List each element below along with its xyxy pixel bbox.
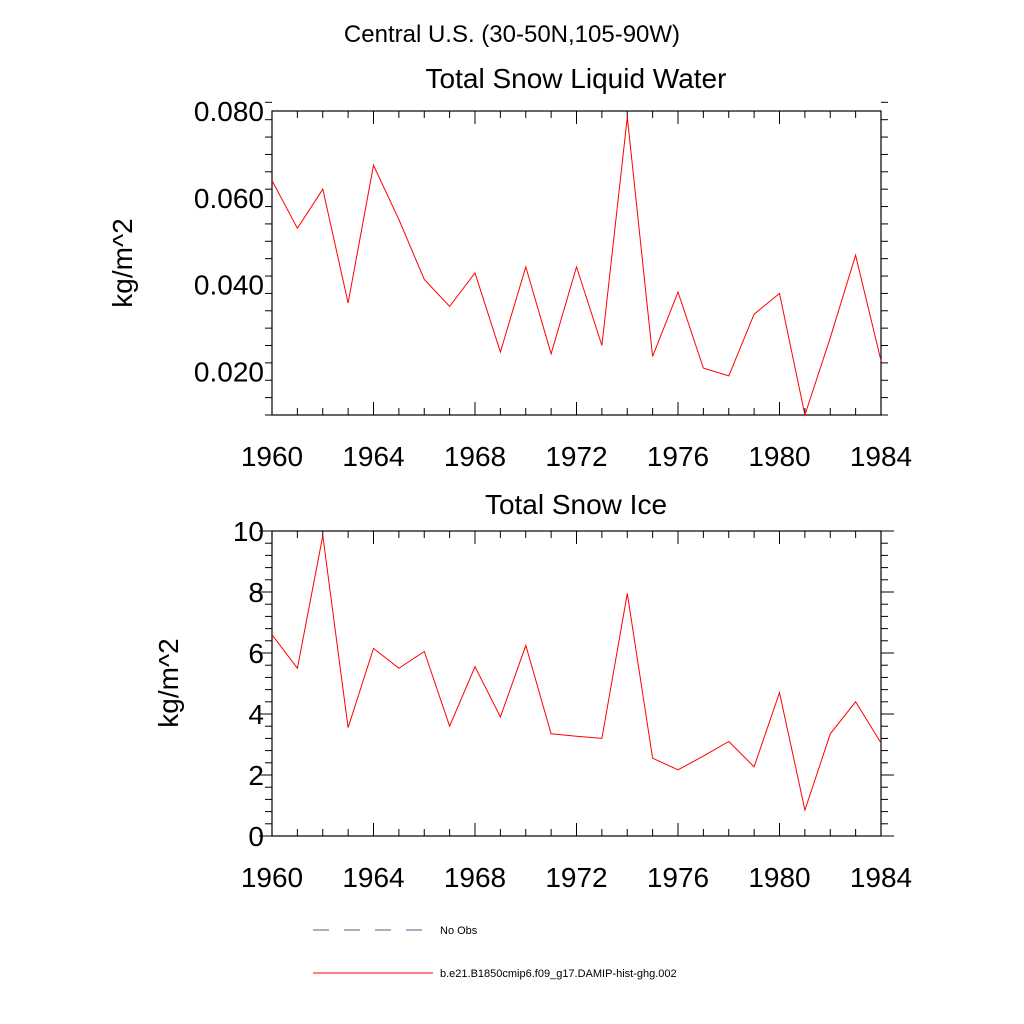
- x-tick-label: 1964: [342, 862, 404, 893]
- panel-snow-liquid-water: Total Snow Liquid Water kg/m^2 1960 1964 1…: [107, 63, 912, 472]
- y-axis-label: kg/m^2: [153, 638, 184, 727]
- x-tick-label: 1976: [647, 441, 709, 472]
- y-axis-label: kg/m^2: [107, 218, 138, 307]
- x-tick-label: 1976: [647, 862, 709, 893]
- y-tick-label: 6: [248, 638, 264, 669]
- series-line: [271, 535, 882, 812]
- figure-suptitle: Central U.S. (30-50N,105-90W): [344, 21, 680, 48]
- x-tick-label: 1964: [342, 441, 404, 472]
- series-line: [271, 117, 882, 417]
- x-tick-label: 1984: [850, 862, 912, 893]
- y-tick-label: 0.060: [194, 183, 264, 214]
- y-tick-label: 10: [233, 516, 264, 547]
- legend-label-model: b.e21.B1850cmip6.f09_g17.DAMIP-hist-ghg.…: [440, 968, 677, 980]
- x-tick-label: 1960: [241, 441, 303, 472]
- x-tick-label: 1980: [748, 862, 810, 893]
- panel-title: Total Snow Liquid Water: [426, 63, 727, 94]
- x-tick-label: 1972: [545, 441, 607, 472]
- plot-frame: [271, 530, 882, 837]
- y-tick-label: 8: [248, 577, 264, 608]
- y-tick-label: 0.040: [194, 270, 264, 301]
- legend: No Obs b.e21.B1850cmip6.f09_g17.DAMIP-hi…: [313, 925, 677, 980]
- y-tick-label: 0: [248, 821, 264, 852]
- x-tick-label: 1968: [444, 441, 506, 472]
- x-tick-label: 1968: [444, 862, 506, 893]
- x-tick-label: 1960: [241, 862, 303, 893]
- y-tick-label: 2: [248, 760, 264, 791]
- x-tick-label: 1972: [545, 862, 607, 893]
- y-tick-label: 0.080: [194, 96, 264, 127]
- panel-snow-ice: Total Snow Ice kg/m^2 1960 1964 1968 1972 19…: [153, 489, 912, 893]
- x-tick-label: 1980: [748, 441, 810, 472]
- x-tick-label: 1984: [850, 441, 912, 472]
- panel-title: Total Snow Ice: [485, 489, 667, 520]
- legend-label-no-obs: No Obs: [440, 925, 478, 937]
- y-tick-label: 0.020: [194, 357, 264, 388]
- y-tick-label: 4: [248, 699, 264, 730]
- plot-frame: [271, 110, 882, 416]
